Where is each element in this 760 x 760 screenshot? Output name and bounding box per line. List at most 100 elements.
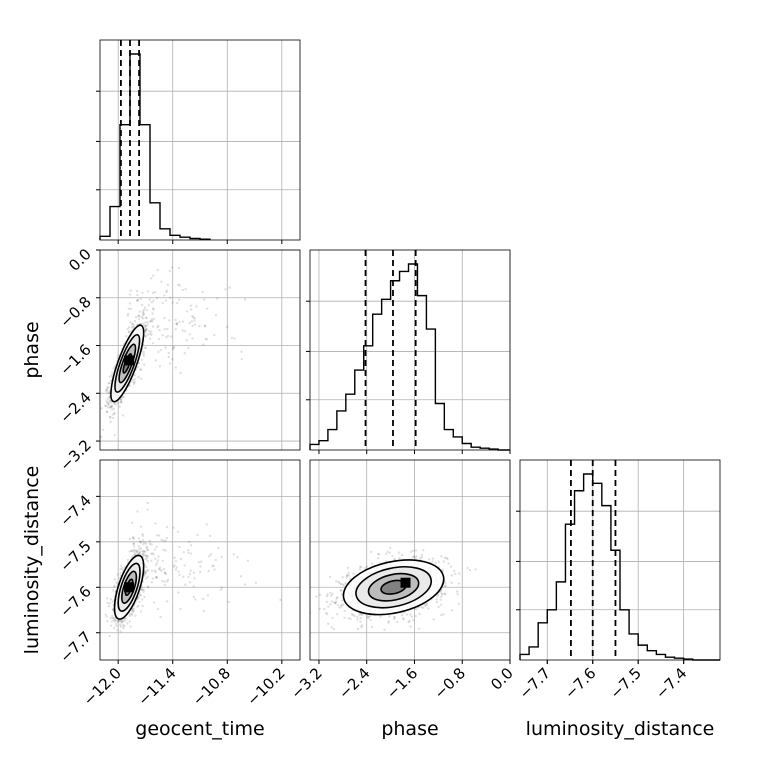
x-axis-title-geocent-time: geocent_time [135,718,264,740]
sample-point [155,575,158,579]
sample-point [113,578,117,581]
sample-point [175,323,179,326]
sample-point [152,308,155,311]
sample-point [207,555,211,558]
sample-point [159,568,162,571]
sample-point [400,553,404,557]
sample-point [378,553,381,556]
sample-point [151,312,154,315]
sample-point [207,569,210,573]
sample-point [161,579,164,583]
sample-point [174,568,178,571]
sample-point [172,565,175,568]
sample-point [151,552,154,555]
sample-point [150,333,153,336]
sample-point [141,549,144,553]
sample-point [142,352,145,355]
sample-point [142,322,145,325]
sample-point [119,572,122,575]
sample-point [420,556,423,559]
sample-point [444,593,447,596]
sample-point [152,299,155,302]
sample-point [334,601,337,605]
sample-point [188,333,192,336]
sample-point [133,381,136,384]
sample-point [129,321,132,324]
sample-point [112,627,116,630]
sample-point [335,600,338,603]
sample-point [141,598,144,601]
sample-point [212,564,215,567]
sample-point [199,570,202,574]
sample-point [164,572,168,576]
sample-point [203,298,206,301]
sample-point [129,289,132,292]
sample-point [127,326,131,329]
sample-point [128,614,131,618]
sample-point [388,546,392,550]
sample-point [116,620,120,623]
sample-point [175,566,178,569]
sample-point [150,569,154,572]
sample-point [352,572,355,576]
sample-point [174,318,177,322]
sample-point [120,398,123,401]
sample-point [113,412,116,416]
sample-point [117,354,120,357]
sample-point [109,420,112,424]
sample-point [345,573,349,577]
sample-point [396,620,399,624]
sample-point [350,613,354,616]
sample-point [145,546,148,550]
sample-point [143,570,147,574]
ytick-label-phase-3: −0.8 [56,293,94,331]
sample-point [205,338,209,341]
hist-bar-luminosity-distance-15 [656,654,665,660]
sample-point [347,571,350,575]
sample-point [148,539,151,542]
sample-point [450,574,454,577]
sample-point [432,618,435,621]
sample-point [151,274,155,277]
sample-point [189,308,193,311]
hist-bar-phase-5 [355,370,364,450]
sample-point [130,613,133,617]
sample-point [179,607,182,611]
sample-point [202,597,205,601]
sample-point [128,537,132,541]
sample-point [202,343,205,346]
sample-point [443,585,446,588]
sample-point [116,629,119,632]
sample-point [187,575,190,578]
sample-point [156,607,160,611]
sample-point [162,539,165,542]
sample-point [440,613,443,617]
ytick-label-luminosity-distance-3: −7.4 [56,491,94,529]
sample-point [201,290,204,294]
sample-point [338,582,341,585]
sample-point [153,290,157,294]
sample-point [353,615,356,618]
sample-point [163,583,166,587]
sample-point [391,554,394,558]
sample-point [121,567,124,570]
sample-point [122,626,125,630]
sample-point [140,587,144,591]
sample-point [203,324,207,327]
joint-panel-phase-vs-luminosity-distance [309,459,511,661]
sample-point [328,575,332,578]
sample-point [136,299,139,302]
sample-point [139,541,142,544]
sample-point [189,304,193,307]
sample-point [164,299,168,302]
sample-point [189,552,193,555]
sample-point [107,401,110,404]
sample-point [154,570,157,574]
sample-point [384,552,388,556]
sample-point [187,548,190,552]
sample-point [145,554,148,557]
sample-point [106,410,109,414]
sample-point [158,566,162,569]
sample-point [178,284,181,287]
sample-point [386,550,389,553]
